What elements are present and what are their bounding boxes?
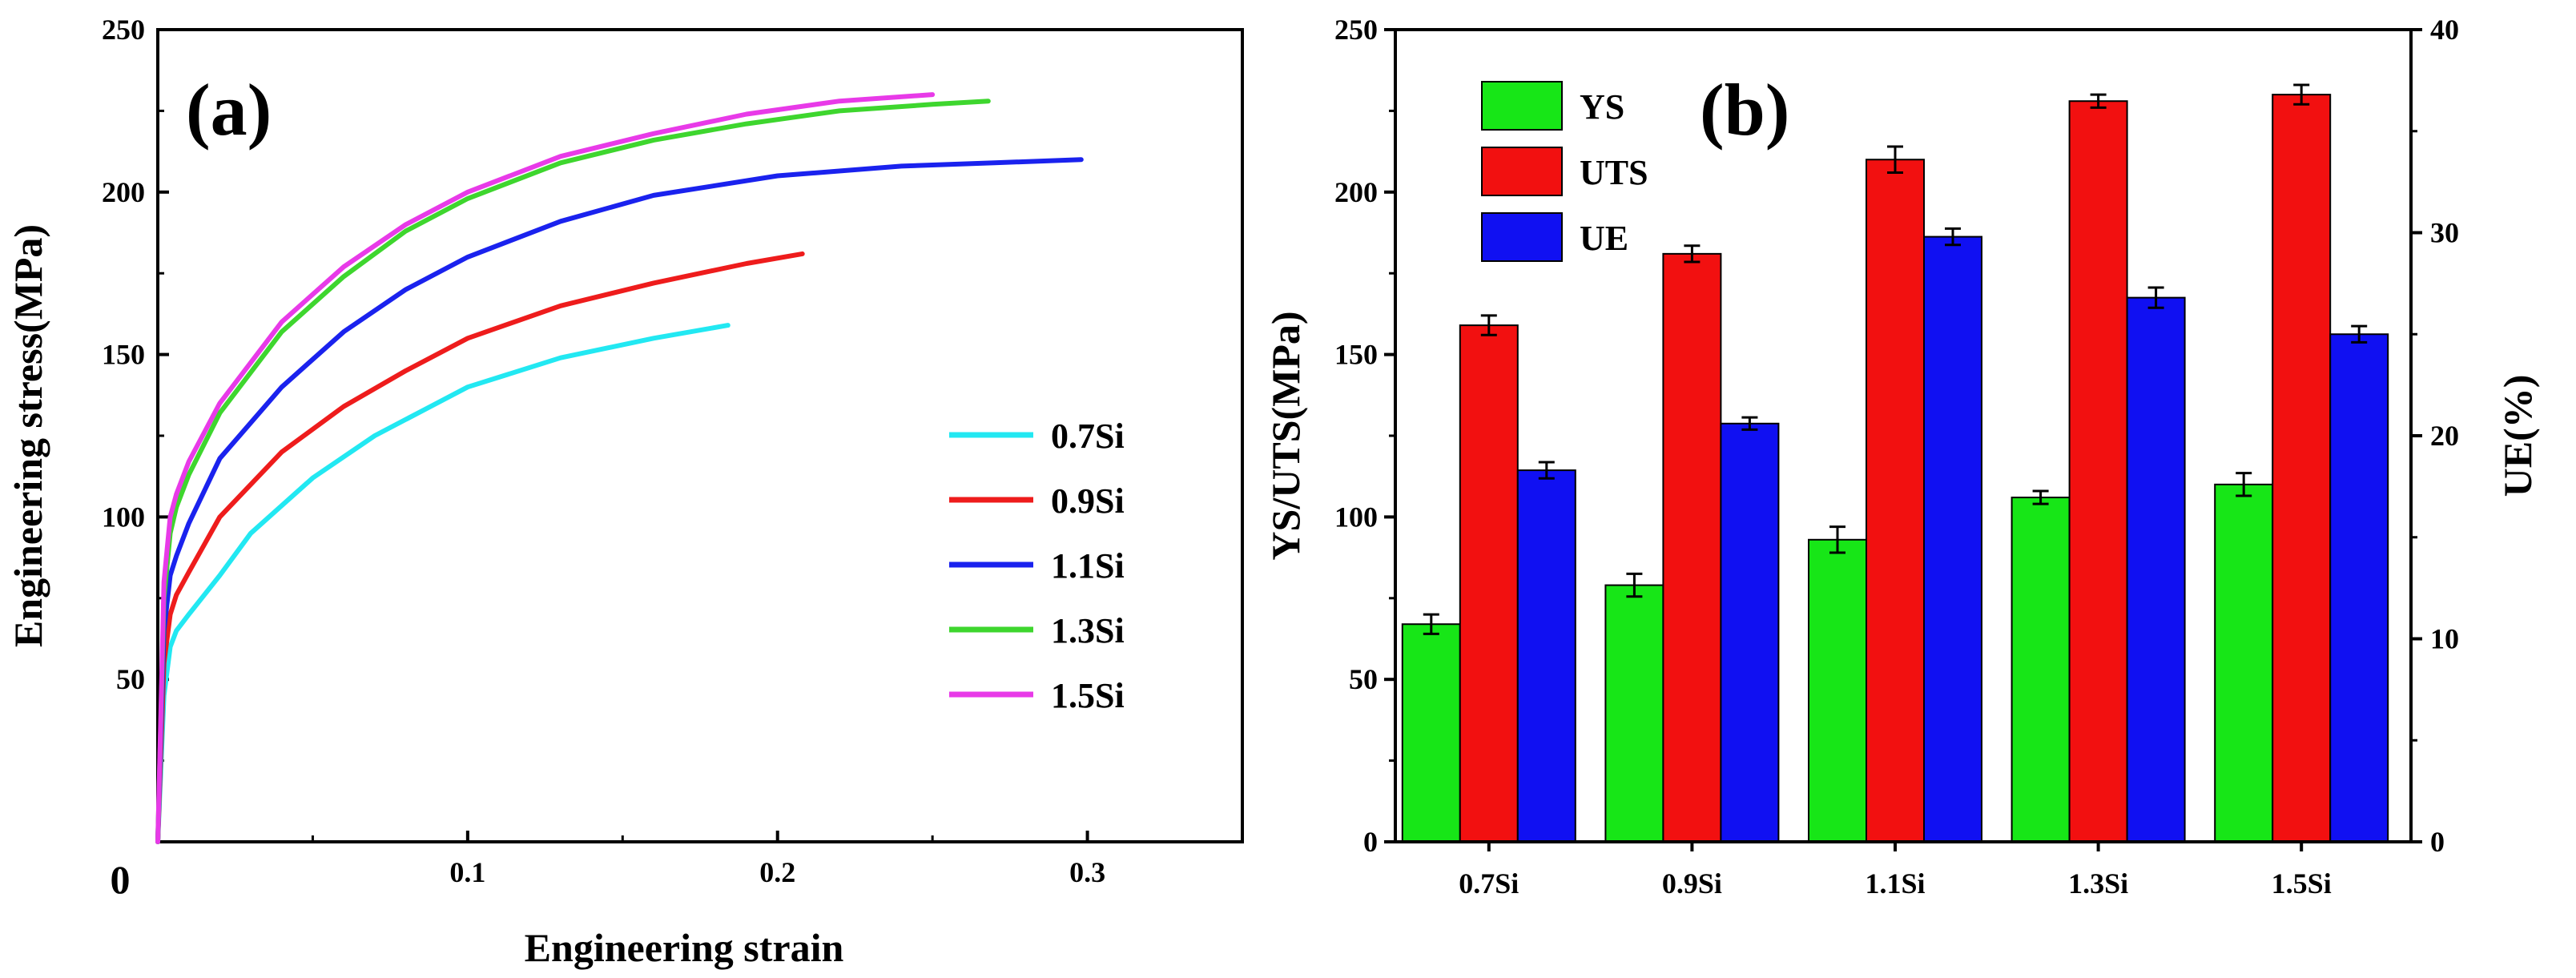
bar-UE	[1516, 469, 1576, 843]
y2-tick-label-b: 40	[2430, 14, 2459, 46]
bar-UE	[2126, 296, 2186, 843]
legend-label-b: YS	[1580, 87, 1624, 127]
chart-b: 0.7Si 0.9Si 1.1Si 1.3Si 1.5Si050100150200250…	[1263, 14, 2540, 900]
legend-label-b: UTS	[1580, 153, 1648, 192]
x-tick-label-b: 0.7Si	[1459, 867, 1519, 900]
x-tick-label-a: 0.2	[759, 856, 795, 888]
x-tick-label-b: 1.1Si	[1865, 867, 1925, 900]
y-tick-label-b: 100	[1334, 501, 1378, 533]
bar-UTS	[2068, 100, 2128, 843]
x-tick-label-a: 0.1	[449, 856, 485, 888]
curve-1.3Si	[155, 99, 991, 844]
y-tick-label-b: 0	[1363, 826, 1378, 858]
x-tick-label-b: 0.9Si	[1662, 867, 1722, 900]
legend-label-a: 0.9Si	[1051, 481, 1125, 521]
y-tick-label-b: 250	[1334, 14, 1378, 46]
curve-0.9Si	[155, 251, 805, 844]
bar-YS	[1604, 584, 1664, 843]
legend-label-a: 1.1Si	[1051, 546, 1125, 586]
bar-YS	[2010, 497, 2071, 843]
bar-UE	[1720, 422, 1780, 843]
curve-1.5Si	[155, 92, 936, 844]
y-axis-title-b: YS/UTS(MPa)	[1263, 311, 1308, 560]
curve-0.7Si	[155, 323, 731, 844]
bar-UTS	[1662, 252, 1722, 843]
x-tick-label-a: 0.3	[1069, 856, 1105, 888]
x-tick-label-b: 1.3Si	[2068, 867, 2128, 900]
x-axis-title-a: Engineering strain	[525, 925, 844, 970]
panel-label-b: (b)	[1700, 69, 1789, 151]
y2-tick-label-b: 0	[2430, 826, 2445, 858]
y2-tick-label-b: 10	[2430, 623, 2459, 655]
legend-label-a: 1.5Si	[1051, 676, 1125, 715]
panel-label-a: (a)	[186, 69, 272, 151]
y-tick-label-b: 200	[1334, 176, 1378, 208]
curve-1.1Si	[155, 157, 1084, 844]
legend-swatch-b	[1481, 147, 1563, 196]
bar-UTS	[2272, 94, 2332, 843]
y2-tick-label-b: 20	[2430, 420, 2459, 452]
legend-swatch-b	[1481, 212, 1563, 262]
y-tick-label-a: 200	[102, 176, 145, 208]
y-tick-label-a: 100	[102, 501, 145, 533]
y-tick-label-b: 150	[1334, 339, 1378, 371]
y2-axis-title-b: UE(%)	[2495, 375, 2540, 497]
bar-UE	[1923, 235, 1982, 843]
y-tick-label-a: 50	[116, 663, 145, 695]
legend-label-b: UE	[1580, 219, 1628, 258]
y-tick-label-b: 50	[1349, 663, 1378, 695]
bar-YS	[2214, 483, 2274, 843]
y-axis-title-a: Engineering stress(MPa)	[6, 224, 50, 647]
legend-label-a: 0.7Si	[1051, 417, 1125, 456]
y2-tick-label-b: 30	[2430, 217, 2459, 249]
chart-a: 0.1 0.2 0.3 50 100 150 200 250 0 Engineering stra…	[6, 14, 1244, 970]
bar-YS	[1808, 538, 1867, 843]
y-tick-label-a: 250	[102, 14, 145, 46]
bar-UTS	[1866, 159, 1925, 843]
y-tick-label-a: 150	[102, 339, 145, 371]
origin-label-a: 0	[111, 857, 131, 902]
legend-swatch-b	[1481, 81, 1563, 131]
bar-UE	[2329, 333, 2389, 843]
bar-YS	[1401, 623, 1461, 843]
legend-label-a: 1.3Si	[1051, 611, 1125, 650]
bar-UTS	[1459, 324, 1519, 843]
x-tick-label-b: 1.5Si	[2272, 867, 2332, 900]
